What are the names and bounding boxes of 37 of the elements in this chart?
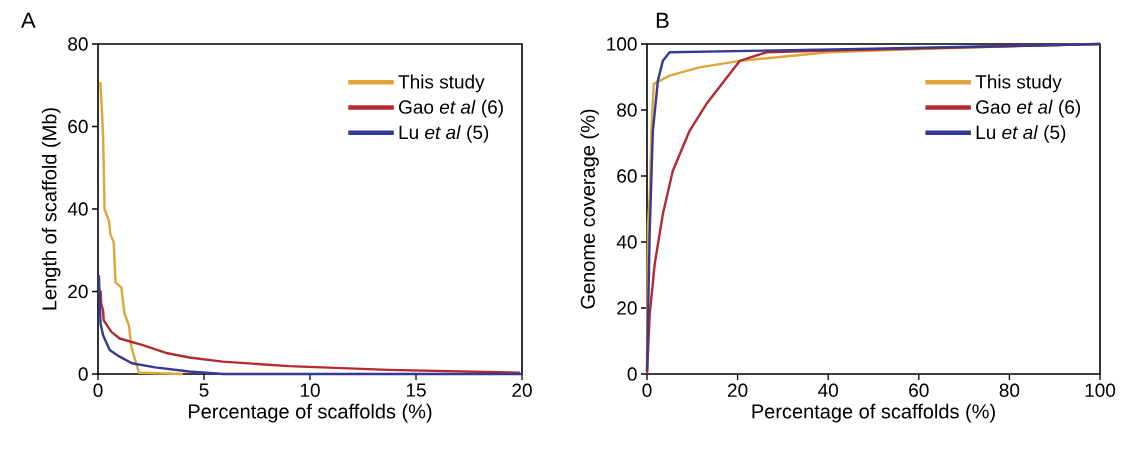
x-tick-label: 5 xyxy=(199,383,209,397)
legend-label: Lu et al (5) xyxy=(399,125,489,143)
chart-title: B xyxy=(656,12,669,28)
y-tick-label: 20 xyxy=(68,284,88,299)
x-tick-label: 40 xyxy=(818,383,839,397)
y-tick-label: 0 xyxy=(78,367,88,381)
line-series xyxy=(99,80,185,376)
y-tick-label: 20 xyxy=(617,301,637,315)
x-tick-label: 10 xyxy=(300,383,320,397)
x-tick-label: 20 xyxy=(512,383,532,397)
line-series xyxy=(97,274,524,376)
legend-label: Lu et al (5) xyxy=(976,125,1066,143)
x-tick-label: 80 xyxy=(999,383,1020,397)
x-tick-label: 100 xyxy=(1085,383,1116,397)
x-tick-label: 0 xyxy=(93,383,103,397)
legend-label: Gao et al (6) xyxy=(976,99,1081,118)
y-tick-label: 60 xyxy=(68,119,88,134)
legend-label: This study xyxy=(975,74,1062,93)
x-tick-label: 20 xyxy=(728,383,748,397)
legend-label: Gao et al (6) xyxy=(399,99,503,118)
x-tick-label: 0 xyxy=(642,383,652,397)
y-tick-label: 80 xyxy=(68,37,88,51)
legend-label: This study xyxy=(398,74,485,93)
y-tick-label: 100 xyxy=(607,37,637,51)
x-axis-title: Percentage of scaffolds (%) xyxy=(189,403,432,423)
line-series xyxy=(99,289,522,374)
y-tick-label: 80 xyxy=(617,103,637,117)
chart-title: A xyxy=(21,12,36,28)
x-tick-label: 15 xyxy=(406,383,426,397)
y-tick-label: 40 xyxy=(616,235,637,249)
y-tick-label: 60 xyxy=(617,169,637,183)
y-axis-title: Genome coverage (%) xyxy=(580,109,599,309)
x-axis-title: Percentage of scaffolds (%) xyxy=(752,403,995,423)
y-tick-label: 0 xyxy=(627,367,637,381)
y-axis-title: Length of scaffold (Mb) xyxy=(41,108,61,310)
y-tick-label: 40 xyxy=(67,202,88,216)
x-tick-label: 60 xyxy=(909,383,929,397)
